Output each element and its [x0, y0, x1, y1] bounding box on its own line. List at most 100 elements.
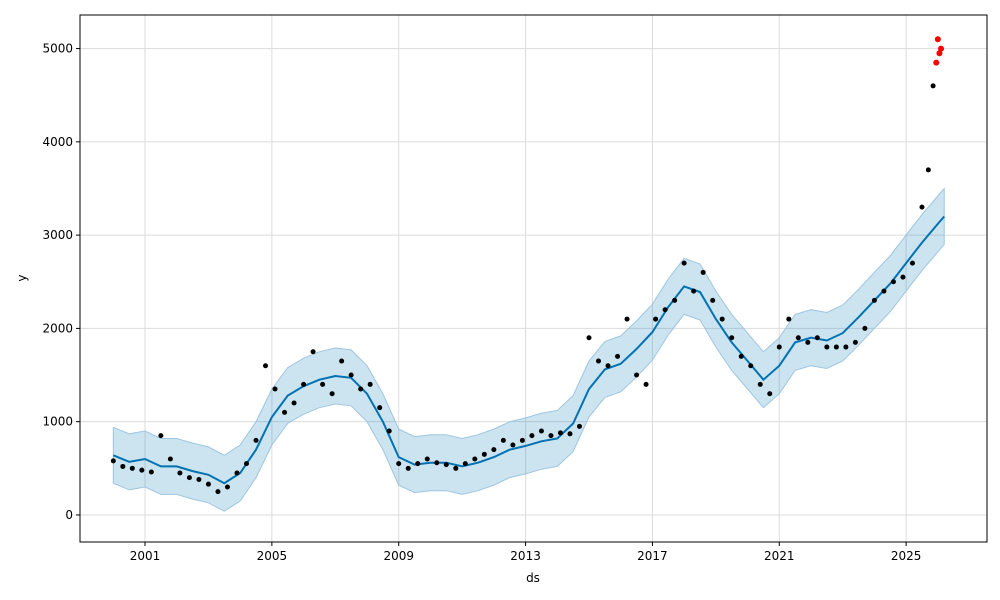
- observed-point: [672, 297, 678, 303]
- observed-point: [367, 381, 373, 387]
- highlighted-point: [933, 59, 940, 66]
- observed-point: [310, 349, 316, 355]
- observed-point: [386, 428, 392, 434]
- observed-point: [434, 460, 440, 466]
- x-tick-label: 2017: [637, 549, 668, 563]
- uncertainty-area: [112, 187, 945, 512]
- observed-point: [653, 316, 659, 322]
- observed-point: [500, 437, 506, 443]
- observed-point: [624, 316, 630, 322]
- observed-point: [272, 386, 278, 392]
- observed-points: [110, 83, 936, 495]
- observed-point: [358, 386, 364, 392]
- observed-point: [871, 297, 877, 303]
- observed-point: [748, 363, 754, 369]
- observed-point: [824, 344, 830, 350]
- observed-point: [843, 344, 849, 350]
- observed-point: [301, 381, 307, 387]
- observed-point: [852, 339, 858, 345]
- observed-point: [158, 433, 164, 439]
- observed-point: [925, 167, 931, 173]
- x-tick-label: 2013: [510, 549, 541, 563]
- y-axis-ticks: 0 1000 2000 3000 4000 5000: [42, 42, 80, 522]
- observed-point: [348, 372, 354, 378]
- observed-point: [234, 470, 240, 476]
- observed-point: [253, 437, 259, 443]
- observed-point: [424, 456, 430, 462]
- observed-point: [615, 353, 621, 359]
- observed-point: [205, 481, 211, 487]
- observed-point: [110, 458, 116, 464]
- highlighted-point: [938, 45, 945, 52]
- observed-point: [177, 470, 183, 476]
- x-axis-label: ds: [526, 571, 540, 585]
- observed-point: [339, 358, 345, 364]
- observed-point: [148, 469, 154, 475]
- observed-point: [719, 316, 725, 322]
- y-tick-label: 4000: [42, 135, 73, 149]
- observed-point: [215, 489, 221, 495]
- observed-point: [405, 465, 411, 471]
- y-axis-label: y: [15, 274, 29, 281]
- observed-point: [320, 381, 326, 387]
- observed-point: [681, 260, 687, 266]
- x-tick-label: 2025: [891, 549, 922, 563]
- observed-point: [909, 260, 915, 266]
- y-tick-label: 2000: [42, 321, 73, 335]
- observed-point: [767, 391, 773, 397]
- observed-point: [282, 409, 288, 415]
- yhat-line: [112, 215, 945, 485]
- observed-point: [139, 467, 145, 473]
- observed-point: [738, 353, 744, 359]
- observed-point: [453, 465, 459, 471]
- observed-point: [291, 400, 297, 406]
- observed-point: [243, 461, 249, 467]
- observed-point: [643, 381, 649, 387]
- observed-point: [263, 363, 269, 369]
- observed-point: [472, 456, 478, 462]
- observed-point: [900, 274, 906, 280]
- observed-point: [662, 307, 668, 313]
- y-tick-label: 5000: [42, 42, 73, 56]
- observed-point: [510, 442, 516, 448]
- observed-point: [129, 465, 135, 471]
- observed-point: [396, 461, 402, 467]
- observed-point: [186, 475, 192, 481]
- plot-frame: [79, 14, 988, 543]
- observed-point: [596, 358, 602, 364]
- x-tick-label: 2005: [257, 549, 288, 563]
- observed-point: [795, 335, 801, 341]
- observed-point: [120, 463, 126, 469]
- observed-point: [586, 335, 592, 341]
- observed-point: [691, 288, 697, 294]
- observed-point: [930, 83, 936, 89]
- grid: [80, 15, 987, 542]
- observed-point: [805, 339, 811, 345]
- observed-point: [729, 335, 735, 341]
- observed-point: [700, 269, 706, 275]
- observed-point: [538, 428, 544, 434]
- observed-point: [519, 437, 525, 443]
- observed-point: [786, 316, 792, 322]
- observed-point: [862, 325, 868, 331]
- observed-point: [710, 297, 716, 303]
- y-tick-label: 0: [65, 508, 73, 522]
- y-tick-label: 1000: [42, 415, 73, 429]
- x-axis-ticks: 2001 2005 2009 2013 2017 2021 2025: [130, 542, 922, 563]
- observed-point: [605, 363, 611, 369]
- observed-point: [890, 279, 896, 285]
- observed-point: [491, 447, 497, 453]
- x-tick-label: 2021: [764, 549, 795, 563]
- observed-point: [919, 204, 925, 210]
- observed-point: [167, 456, 173, 462]
- observed-point: [634, 372, 640, 378]
- forecast-line: [112, 215, 945, 485]
- observed-point: [567, 431, 573, 437]
- observed-point: [814, 335, 820, 341]
- x-tick-label: 2001: [130, 549, 161, 563]
- observed-point: [529, 433, 535, 439]
- observed-point: [576, 423, 582, 429]
- observed-point: [329, 391, 335, 397]
- observed-point: [481, 451, 487, 457]
